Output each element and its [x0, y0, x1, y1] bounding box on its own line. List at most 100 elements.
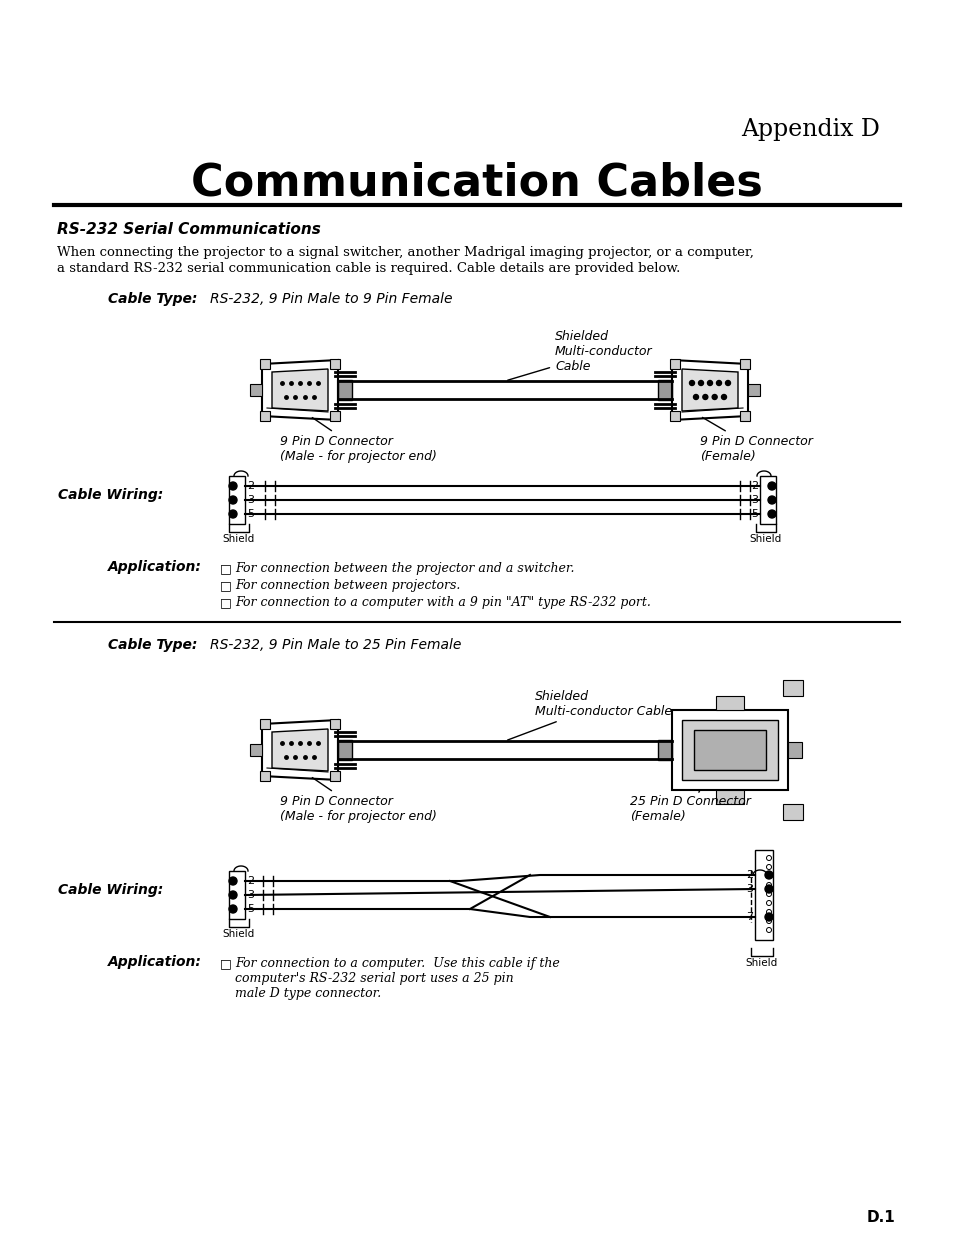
Bar	[330, 719, 339, 729]
Text: 5: 5	[750, 509, 758, 519]
Text: Cable Wiring:: Cable Wiring:	[58, 488, 163, 501]
Bar	[260, 719, 270, 729]
Circle shape	[229, 890, 236, 899]
Text: For connection between the projector and a switcher.: For connection between the projector and…	[234, 562, 574, 576]
Text: 7: 7	[745, 911, 752, 923]
Text: 9 Pin D Connector
(Female): 9 Pin D Connector (Female)	[700, 417, 812, 463]
Text: 3: 3	[247, 890, 253, 900]
Text: 2: 2	[247, 480, 253, 492]
Circle shape	[229, 905, 236, 913]
Circle shape	[229, 877, 236, 885]
Bar	[669, 359, 679, 369]
Bar	[740, 411, 749, 421]
Circle shape	[229, 510, 236, 517]
Text: RS-232, 9 Pin Male to 9 Pin Female: RS-232, 9 Pin Male to 9 Pin Female	[210, 291, 452, 306]
Text: a standard RS-232 serial communication cable is required. Cable details are prov: a standard RS-232 serial communication c…	[57, 262, 679, 275]
Circle shape	[712, 394, 717, 399]
Text: 2: 2	[247, 876, 253, 885]
Circle shape	[707, 380, 712, 385]
Text: 9 Pin D Connector
(Male - for projector end): 9 Pin D Connector (Male - for projector …	[280, 778, 436, 823]
Circle shape	[229, 482, 236, 490]
Bar	[669, 411, 679, 421]
Circle shape	[693, 394, 698, 399]
Text: □: □	[220, 597, 232, 609]
Polygon shape	[671, 710, 787, 790]
Text: For connection to a computer with a 9 pin "AT" type RS-232 port.: For connection to a computer with a 9 pi…	[234, 597, 650, 609]
Bar	[260, 771, 270, 781]
Bar	[716, 697, 743, 710]
Text: 5: 5	[247, 904, 253, 914]
Polygon shape	[681, 720, 778, 781]
Circle shape	[689, 380, 694, 385]
Text: 3: 3	[750, 495, 758, 505]
Text: 3: 3	[745, 884, 752, 894]
Bar	[740, 359, 749, 369]
Polygon shape	[272, 729, 328, 771]
Text: 5: 5	[247, 509, 253, 519]
Text: □: □	[220, 957, 232, 969]
Text: For connection to a computer.  Use this cable if the
computer's RS-232 serial po: For connection to a computer. Use this c…	[234, 957, 559, 1000]
Text: Shield: Shield	[223, 929, 254, 939]
Circle shape	[702, 394, 707, 399]
Bar	[337, 740, 352, 760]
Text: Cable Type:: Cable Type:	[108, 638, 197, 652]
Polygon shape	[681, 369, 738, 411]
Text: When connecting the projector to a signal switcher, another Madrigal imaging pro: When connecting the projector to a signa…	[57, 246, 753, 259]
Text: 2: 2	[750, 480, 758, 492]
Bar	[658, 740, 671, 760]
Bar	[229, 871, 245, 919]
Circle shape	[229, 496, 236, 504]
Bar	[229, 475, 245, 524]
Text: □: □	[220, 562, 232, 576]
Circle shape	[767, 482, 775, 490]
Circle shape	[720, 394, 726, 399]
Text: For connection between projectors.: For connection between projectors.	[234, 579, 460, 592]
Text: Application:: Application:	[108, 559, 202, 574]
Text: RS-232, 9 Pin Male to 25 Pin Female: RS-232, 9 Pin Male to 25 Pin Female	[210, 638, 461, 652]
Circle shape	[767, 496, 775, 504]
Bar	[716, 790, 743, 804]
Circle shape	[764, 913, 772, 921]
Text: D.1: D.1	[865, 1210, 894, 1225]
Text: Appendix D: Appendix D	[740, 119, 879, 141]
Bar	[250, 743, 262, 756]
Text: Cable Type:: Cable Type:	[108, 291, 197, 306]
Bar	[658, 380, 671, 400]
Text: Shield: Shield	[745, 958, 778, 968]
Circle shape	[764, 871, 772, 879]
Circle shape	[724, 380, 730, 385]
Text: RS-232 Serial Communications: RS-232 Serial Communications	[57, 222, 320, 237]
Bar	[337, 380, 352, 400]
Polygon shape	[262, 720, 337, 781]
Text: Shield: Shield	[223, 534, 254, 543]
Circle shape	[716, 380, 720, 385]
Text: Cable Wiring:: Cable Wiring:	[58, 883, 163, 897]
Bar	[787, 742, 801, 758]
Text: Shielded
Multi-conductor
Cable: Shielded Multi-conductor Cable	[507, 330, 652, 380]
Polygon shape	[272, 369, 328, 411]
Bar	[260, 359, 270, 369]
Bar	[760, 475, 775, 524]
Text: Shielded
Multi-conductor Cable: Shielded Multi-conductor Cable	[507, 690, 672, 740]
Bar	[754, 850, 772, 940]
Text: 9 Pin D Connector
(Male - for projector end): 9 Pin D Connector (Male - for projector …	[280, 417, 436, 463]
Text: Shield: Shield	[749, 534, 781, 543]
Bar	[250, 384, 262, 396]
Bar	[782, 680, 802, 697]
Circle shape	[698, 380, 702, 385]
Bar	[747, 384, 760, 396]
Text: Communication Cables: Communication Cables	[191, 162, 762, 205]
Text: 2: 2	[745, 869, 752, 881]
Bar	[330, 771, 339, 781]
Bar	[330, 359, 339, 369]
Bar	[330, 411, 339, 421]
Text: Application:: Application:	[108, 955, 202, 969]
Polygon shape	[671, 359, 747, 420]
Text: □: □	[220, 579, 232, 592]
Circle shape	[764, 885, 772, 893]
Bar	[260, 411, 270, 421]
Text: 3: 3	[247, 495, 253, 505]
Polygon shape	[262, 359, 337, 420]
Circle shape	[767, 510, 775, 517]
Polygon shape	[693, 730, 765, 769]
